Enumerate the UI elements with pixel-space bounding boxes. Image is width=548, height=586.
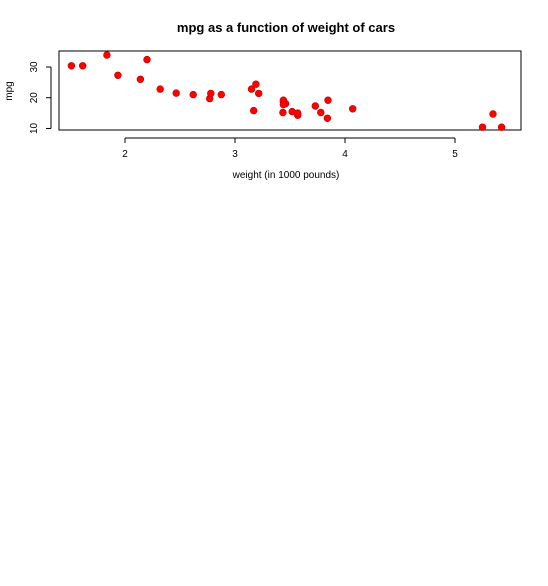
data-point [207,89,215,98]
data-point [189,90,197,99]
data-point [294,109,302,117]
data-point [497,123,506,131]
y-tick-label: 30 [29,61,40,73]
x-tick-label: 4 [342,149,348,160]
x-tick-label: 2 [122,149,128,160]
data-point [156,85,164,93]
data-point [279,108,287,117]
data-point [323,114,332,123]
data-point [489,110,497,118]
y-axis: 10 20 30 [29,61,52,134]
data-point [279,100,288,109]
y-axis-label: mpg [4,81,15,100]
x-axis-label: weight (in 1000 pounds) [232,170,340,181]
data-point [217,90,226,99]
data-point [317,108,325,117]
data-point [103,51,111,59]
y-tick-label: 20 [29,92,40,104]
data-point [78,62,87,70]
data-point [349,105,357,113]
data-point [250,106,258,115]
data-point [136,75,145,84]
x-tick-label: 3 [232,149,238,160]
points-layer [67,51,506,131]
data-point [172,89,180,97]
data-point [67,62,76,70]
data-point [247,85,256,93]
data-point [252,80,260,88]
x-axis: 2 3 4 5 [122,137,458,160]
x-tick-label: 5 [452,149,458,160]
plot-frame [58,50,522,131]
y-tick-label: 10 [29,122,40,134]
data-point [311,102,319,110]
data-point [255,89,263,98]
chart-title: mpg as a function of weight of cars [177,20,395,35]
data-point [114,71,122,80]
data-point [143,55,151,64]
data-point [478,123,487,131]
data-point [324,96,332,104]
